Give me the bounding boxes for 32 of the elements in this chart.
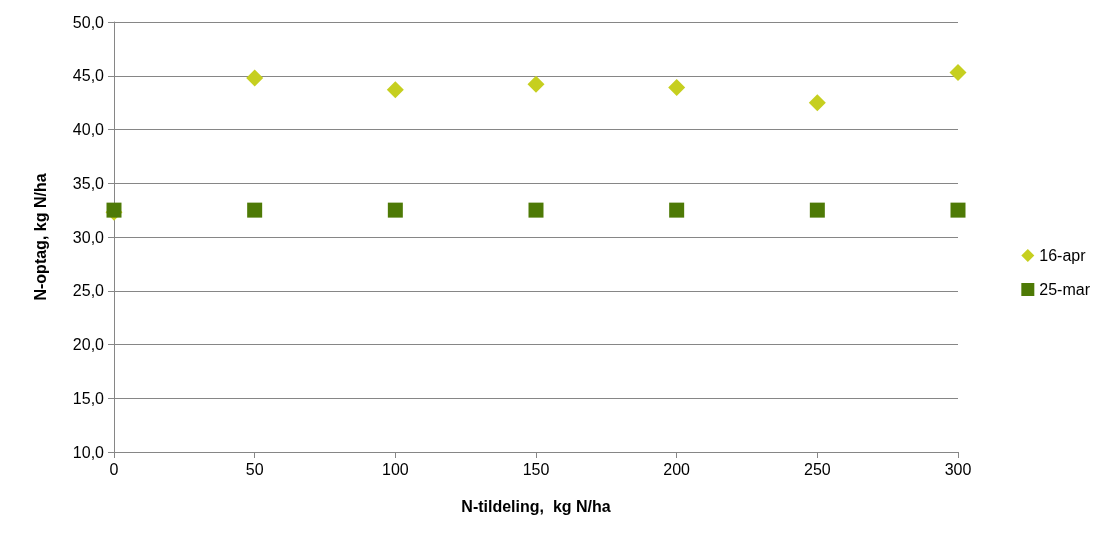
x-axis-title: N-tildeling, kg N/ha: [461, 497, 611, 515]
y-axis-title: N-optag, kg N/ha: [31, 173, 49, 301]
legend-label: 16-apr: [1039, 247, 1087, 264]
point: [949, 64, 967, 82]
x-tick-label: 150: [522, 460, 550, 478]
point: [528, 202, 544, 218]
point: [669, 202, 685, 218]
legend-label: 25-mar: [1039, 281, 1091, 298]
x-tick-label: 0: [109, 460, 119, 478]
x-tick-label: 100: [381, 460, 409, 478]
point: [808, 94, 826, 112]
y-tick-label: 10,0: [72, 443, 105, 461]
y-tick-label: 25,0: [72, 282, 105, 300]
point: [668, 79, 686, 97]
x-tick-label: 300: [944, 460, 972, 478]
point: [950, 202, 966, 218]
x-tick-label: 250: [803, 460, 831, 478]
x-tick-label: 200: [663, 460, 691, 478]
point: [387, 202, 403, 218]
y-tick-label: 15,0: [72, 389, 105, 407]
point: [247, 202, 263, 218]
point: [246, 69, 264, 87]
point: [527, 75, 545, 93]
y-tick-label: 35,0: [72, 174, 105, 192]
point: [386, 81, 404, 99]
y-tick-label: 40,0: [72, 121, 105, 138]
y-tick-label: 20,0: [72, 336, 105, 353]
x-tick-label: 50: [245, 460, 264, 478]
y-tick-label: 30,0: [72, 228, 105, 246]
y-tick-label: 45,0: [72, 67, 105, 85]
point: [809, 202, 825, 218]
y-tick-label: 50,0: [72, 13, 105, 31]
